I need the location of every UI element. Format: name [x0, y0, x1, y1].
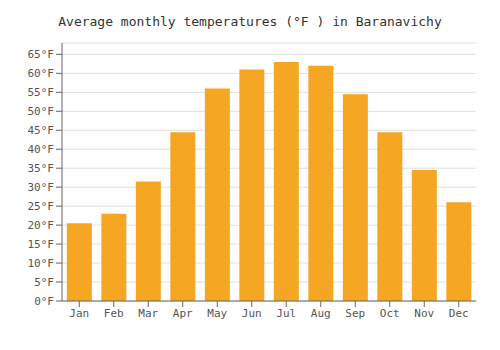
svg-text:May: May: [207, 307, 227, 320]
svg-text:Oct: Oct: [380, 307, 400, 320]
svg-text:50°F: 50°F: [28, 105, 55, 118]
svg-text:Dec: Dec: [449, 307, 469, 320]
svg-text:60°F: 60°F: [28, 67, 55, 80]
svg-text:55°F: 55°F: [28, 86, 55, 99]
svg-text:40°F: 40°F: [28, 143, 55, 156]
svg-text:Sep: Sep: [345, 307, 365, 320]
svg-text:Jan: Jan: [69, 307, 89, 320]
svg-text:65°F: 65°F: [28, 48, 55, 61]
svg-text:20°F: 20°F: [28, 219, 55, 232]
html-text:Average monthly temperatures (: Average monthly temperatures (°F ) in Ba…: [58, 14, 442, 29]
svg-text:25°F: 25°F: [28, 200, 55, 213]
svg-text:Jul: Jul: [276, 307, 296, 320]
svg-text:0°F: 0°F: [34, 295, 54, 308]
svg-text:Nov: Nov: [414, 307, 434, 320]
svg-text:Aug: Aug: [311, 307, 331, 320]
svg-text:Feb: Feb: [104, 307, 124, 320]
svg-text:Mar: Mar: [138, 307, 158, 320]
svg-text:5°F: 5°F: [34, 276, 54, 289]
svg-text:10°F: 10°F: [28, 257, 55, 270]
svg-text:Apr: Apr: [173, 307, 193, 320]
svg-text:35°F: 35°F: [28, 162, 55, 175]
svg-text:30°F: 30°F: [28, 181, 55, 194]
svg-text:Jun: Jun: [242, 307, 262, 320]
svg-text:45°F: 45°F: [28, 124, 55, 137]
svg-text:15°F: 15°F: [28, 238, 55, 251]
